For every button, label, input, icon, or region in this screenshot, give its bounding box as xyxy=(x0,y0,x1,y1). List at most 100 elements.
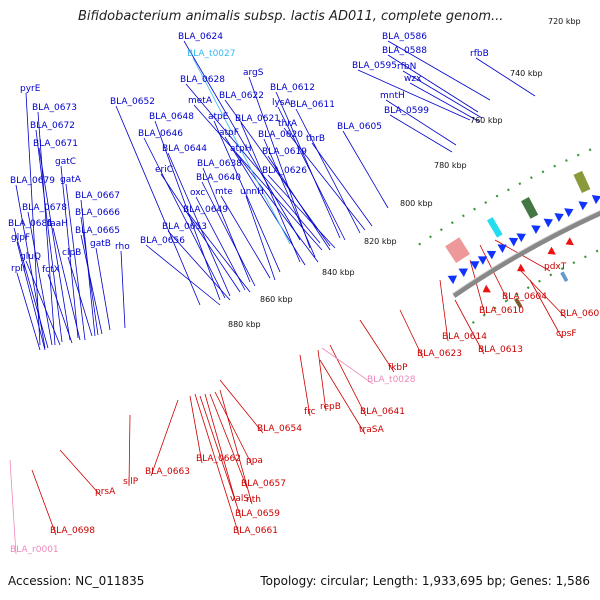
leader-line xyxy=(224,99,331,247)
forward-gene-label: wzx xyxy=(404,74,422,84)
rrna-gene-label: BLA_r0001 xyxy=(10,545,59,555)
forward-gene-label: BLA_0673 xyxy=(32,103,77,113)
forward-gene-label: BLA_0648 xyxy=(149,112,194,122)
forward-gene-label: BLA_0595 xyxy=(352,61,397,71)
trna-gene-label: BLA_t0028 xyxy=(367,375,416,385)
leader-line xyxy=(209,393,248,489)
forward-gene-label: BLA_0605 xyxy=(337,122,382,132)
forward-gene-label: rfbN xyxy=(397,62,416,72)
leader-line xyxy=(439,279,449,342)
reverse-gene-label: silP xyxy=(123,477,139,487)
forward-gene-label: BLA_0620 xyxy=(258,130,303,140)
leader-line xyxy=(220,195,271,279)
forward-cds-arrow xyxy=(458,268,468,278)
leader-line xyxy=(194,393,240,536)
leader-line xyxy=(319,359,366,435)
leader-line xyxy=(387,40,491,101)
forward-gene-label: atpE xyxy=(208,112,229,122)
forward-gene-label: BLA_0678 xyxy=(22,203,67,213)
leader-line xyxy=(295,108,361,234)
forward-gene-label: mntH xyxy=(380,91,405,101)
forward-gene-label: BLA_0599 xyxy=(384,106,429,116)
leader-line xyxy=(389,114,453,153)
gene-features xyxy=(445,170,600,309)
leader-line xyxy=(167,152,231,297)
forward-gene-label: glpF xyxy=(11,233,30,243)
leader-line xyxy=(59,449,102,497)
forward-cds-arrow xyxy=(447,275,458,285)
leader-line xyxy=(16,241,46,351)
leader-line xyxy=(95,247,111,331)
forward-gene-label: faaH xyxy=(47,219,68,229)
leader-line xyxy=(128,414,131,487)
leader-line xyxy=(283,127,366,231)
label-leader-lines xyxy=(9,40,567,555)
gene-labels: 720 kbp 740 kbp 760 kbp 780 kbp 800 kbp 820 k… xyxy=(8,17,600,555)
leader-line xyxy=(204,393,237,504)
leader-line xyxy=(475,57,536,97)
leader-line xyxy=(67,256,93,337)
forward-gene-label: clpB xyxy=(62,248,81,258)
leader-line xyxy=(321,347,374,385)
leader-line xyxy=(192,57,291,245)
cog-feature-block xyxy=(445,237,470,264)
kbp-mark: 860 kbp xyxy=(260,295,293,304)
kbp-mark: 840 kbp xyxy=(322,268,355,277)
leader-line xyxy=(519,269,567,319)
leader-line xyxy=(160,173,241,293)
leader-line xyxy=(219,379,264,434)
reverse-gene-label: BLA_0604 xyxy=(502,292,547,302)
leader-line xyxy=(240,122,301,263)
backbone-ring xyxy=(452,210,600,298)
leader-line xyxy=(188,213,251,293)
reverse-gene-label: cpsF xyxy=(556,329,577,339)
reverse-gene-label: pdxT xyxy=(544,262,567,272)
reverse-gene-label: BLA_0657 xyxy=(241,479,286,489)
leader-line xyxy=(31,469,57,536)
leader-line xyxy=(245,195,276,281)
reverse-gene-label: BLA_0613 xyxy=(478,345,523,355)
leader-line xyxy=(201,181,256,287)
leader-line xyxy=(80,234,103,335)
forward-gene-label: BLA_0622 xyxy=(219,91,264,101)
leader-line xyxy=(235,152,319,263)
leader-line xyxy=(275,91,341,239)
leader-line xyxy=(27,211,53,346)
forward-cds-arrow xyxy=(591,195,600,205)
leader-line xyxy=(193,104,323,251)
forward-gene-label: argS xyxy=(243,68,264,78)
forward-gene-label: BLA_0672 xyxy=(30,121,75,131)
leader-line xyxy=(299,354,311,417)
forward-cds-arrow xyxy=(469,261,480,270)
leader-line xyxy=(199,395,242,519)
leader-line xyxy=(189,395,203,464)
leader-line xyxy=(167,230,231,301)
forward-gene-label: BLA_0621 xyxy=(235,114,280,124)
forward-cds-arrow xyxy=(508,237,519,247)
leader-line xyxy=(47,273,73,344)
forward-gene-label: mte xyxy=(215,187,233,197)
kbp-mark: 800 kbp xyxy=(400,199,433,208)
forward-gene-label: BLA_0681 xyxy=(8,219,53,229)
reverse-cds-arrow xyxy=(482,284,491,293)
reverse-gene-label: BLA_0641 xyxy=(360,407,405,417)
trna-gene-label: BLA_t0027 xyxy=(187,49,236,59)
kbp-mark: 820 kbp xyxy=(364,237,397,246)
leader-line xyxy=(387,54,479,113)
reverse-gene-label: BLA_0663 xyxy=(145,467,190,477)
reverse-gene-label: fkbP xyxy=(388,363,408,373)
outer-dot-ring xyxy=(418,144,600,246)
reverse-gene-label: BLA_0659 xyxy=(235,509,280,519)
leader-line xyxy=(25,92,41,346)
leader-line xyxy=(277,106,346,241)
forward-gene-label: BLA_0671 xyxy=(33,139,78,149)
reverse-cds-arrow xyxy=(547,246,556,255)
forward-cds-arrow xyxy=(516,233,526,243)
forward-gene-label: metA xyxy=(188,96,213,106)
leader-line xyxy=(9,459,17,555)
leader-line xyxy=(267,155,331,251)
leader-line xyxy=(35,129,63,343)
leader-line xyxy=(145,244,221,306)
leader-line xyxy=(214,391,253,466)
